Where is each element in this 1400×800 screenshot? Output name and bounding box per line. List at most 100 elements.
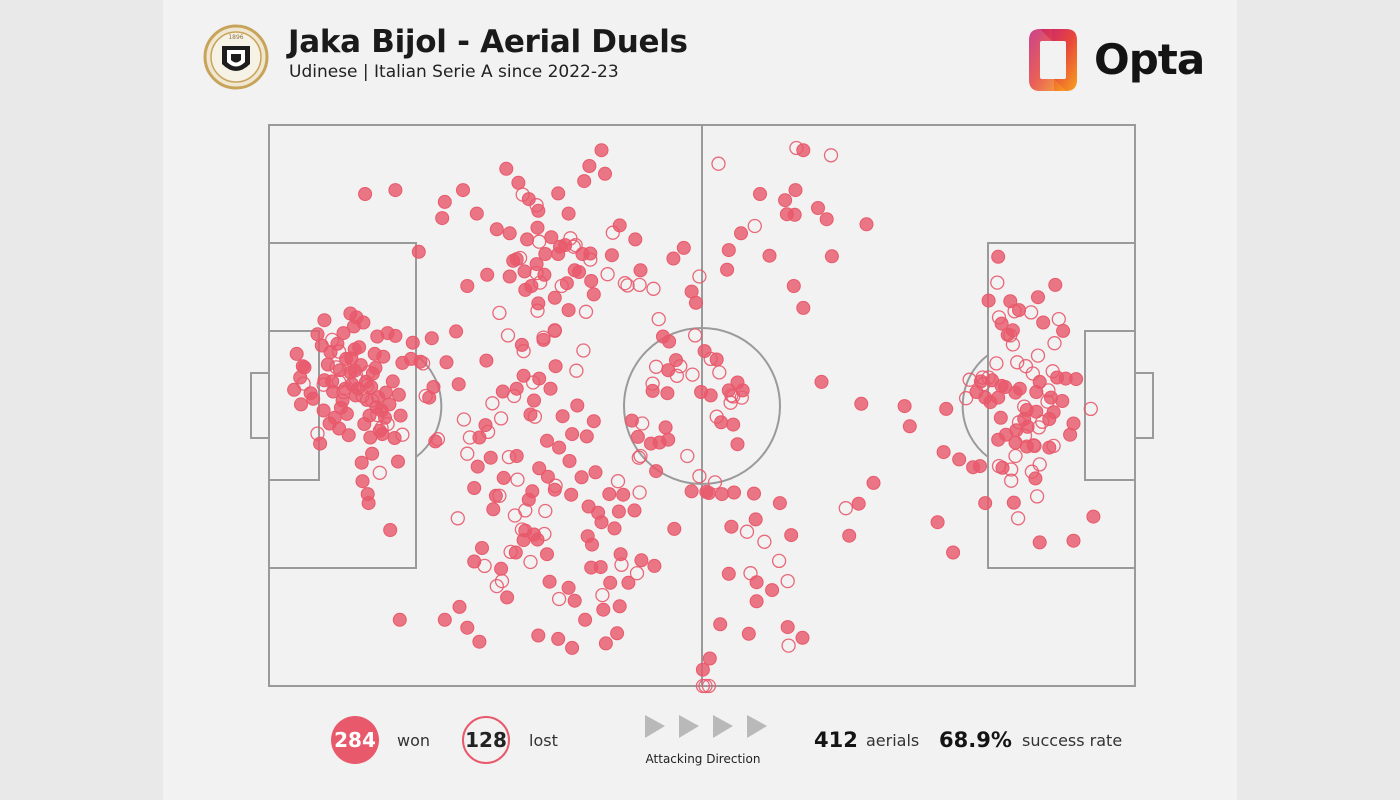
lost-duel-point xyxy=(632,277,647,293)
lost-duel-point xyxy=(1032,457,1047,472)
won-duel-point xyxy=(586,414,601,429)
won-duel-point xyxy=(936,445,951,460)
lost-duel-point xyxy=(701,678,717,694)
won-duel-point xyxy=(598,636,613,651)
lost-duel-point xyxy=(692,469,707,484)
won-duel-point xyxy=(478,418,493,433)
won-duel-point xyxy=(814,374,829,389)
won-duel-point xyxy=(452,599,467,614)
lost-duel-point xyxy=(1008,448,1023,464)
attacking-direction-label: Attacking Direction xyxy=(645,752,761,766)
won-duel-point xyxy=(741,626,756,641)
won-duel-point xyxy=(520,232,535,247)
won-duel-point xyxy=(574,470,589,485)
won-duel-point xyxy=(326,384,341,399)
won-duel-point xyxy=(537,267,552,282)
left-goal xyxy=(250,372,270,439)
won-duel-point xyxy=(762,248,777,263)
won-duel-point xyxy=(488,488,503,503)
won-duel-point xyxy=(611,504,626,519)
chart-title: Jaka Bijol - Aerial Duels xyxy=(288,24,688,60)
won-duel-point xyxy=(721,383,736,398)
won-duel-point xyxy=(578,612,593,627)
won-duel-point xyxy=(772,496,787,511)
success-rate-label: success rate xyxy=(1022,731,1123,750)
won-duel-point xyxy=(388,183,403,198)
won-label: won xyxy=(397,731,431,750)
won-duel-point xyxy=(628,232,643,247)
won-duel-point xyxy=(365,446,380,461)
won-duel-point xyxy=(551,631,566,646)
won-duel-point xyxy=(1031,290,1045,305)
won-duel-point xyxy=(531,628,546,643)
lost-duel-point xyxy=(651,311,666,327)
won-duel-point xyxy=(378,385,393,400)
lost-duel-point xyxy=(711,156,726,171)
lost-duel-point xyxy=(685,367,700,382)
lost-duel-point xyxy=(489,578,504,594)
won-duel-point xyxy=(467,481,482,495)
won-duel-point xyxy=(991,432,1006,447)
won-duel-point xyxy=(780,620,795,635)
lost-duel-point xyxy=(493,411,509,426)
won-duel-point xyxy=(494,561,509,576)
won-duel-point xyxy=(610,626,625,641)
won-duel-point xyxy=(316,403,331,418)
lost-duel-point xyxy=(646,281,661,296)
won-duel-point xyxy=(859,217,874,232)
lost-duel-point xyxy=(680,448,695,464)
lost-duel-point xyxy=(610,474,626,489)
won-duel-point xyxy=(724,519,739,534)
won-duel-point xyxy=(460,279,475,293)
won-duel-point xyxy=(517,264,532,279)
won-duel-point xyxy=(627,503,642,518)
won-duel-point xyxy=(613,547,628,562)
won-duel-point xyxy=(483,450,498,465)
won-duel-point xyxy=(437,194,452,209)
lost-duel-point xyxy=(1010,511,1026,526)
won-duel-point xyxy=(313,436,328,451)
lost-duel-point xyxy=(990,275,1005,290)
won-duel-point xyxy=(603,575,618,590)
won-duel-point xyxy=(333,400,348,415)
won-duel-point xyxy=(1042,440,1057,455)
won-duel-point xyxy=(456,183,470,198)
opta-logo-icon xyxy=(1029,29,1077,91)
opta-brand-text: Opta xyxy=(1094,35,1205,84)
won-duel-point xyxy=(939,401,954,416)
lost-duel-point xyxy=(523,554,538,570)
lost-duel-point xyxy=(648,359,664,374)
won-duel-point xyxy=(516,533,531,548)
won-duel-point xyxy=(530,220,545,235)
won-duel-point xyxy=(347,363,362,378)
won-duel-point xyxy=(530,532,545,547)
right-penalty-arc xyxy=(961,354,989,458)
won-duel-point xyxy=(633,263,648,278)
won-duel-point xyxy=(388,328,403,343)
won-duel-point xyxy=(551,186,566,201)
won-duel-point xyxy=(289,346,304,361)
won-duel-point xyxy=(658,420,673,435)
lost-duel-point xyxy=(692,269,707,284)
won-duel-point xyxy=(726,417,741,432)
won-duel-point xyxy=(621,575,636,590)
won-duel-point xyxy=(451,377,466,392)
lost-duel-point xyxy=(989,356,1004,371)
won-duel-point xyxy=(467,554,482,569)
won-duel-point xyxy=(363,430,378,445)
won-duel-point xyxy=(667,521,682,536)
won-duel-point xyxy=(579,429,594,444)
won-duel-point xyxy=(559,276,574,291)
svg-text:1896: 1896 xyxy=(228,34,243,41)
won-duel-point xyxy=(1019,439,1034,454)
won-duel-point xyxy=(634,553,649,568)
total-aerials-label: aerials xyxy=(866,731,920,750)
lost-count-badge: 128 xyxy=(462,716,510,764)
won-duel-point xyxy=(994,316,1009,331)
won-duel-point xyxy=(730,375,745,390)
won-duel-point xyxy=(449,324,464,339)
won-duel-point xyxy=(765,583,780,598)
won-duel-point xyxy=(1032,374,1047,389)
won-duel-point xyxy=(393,408,408,423)
won-duel-point xyxy=(475,541,489,555)
